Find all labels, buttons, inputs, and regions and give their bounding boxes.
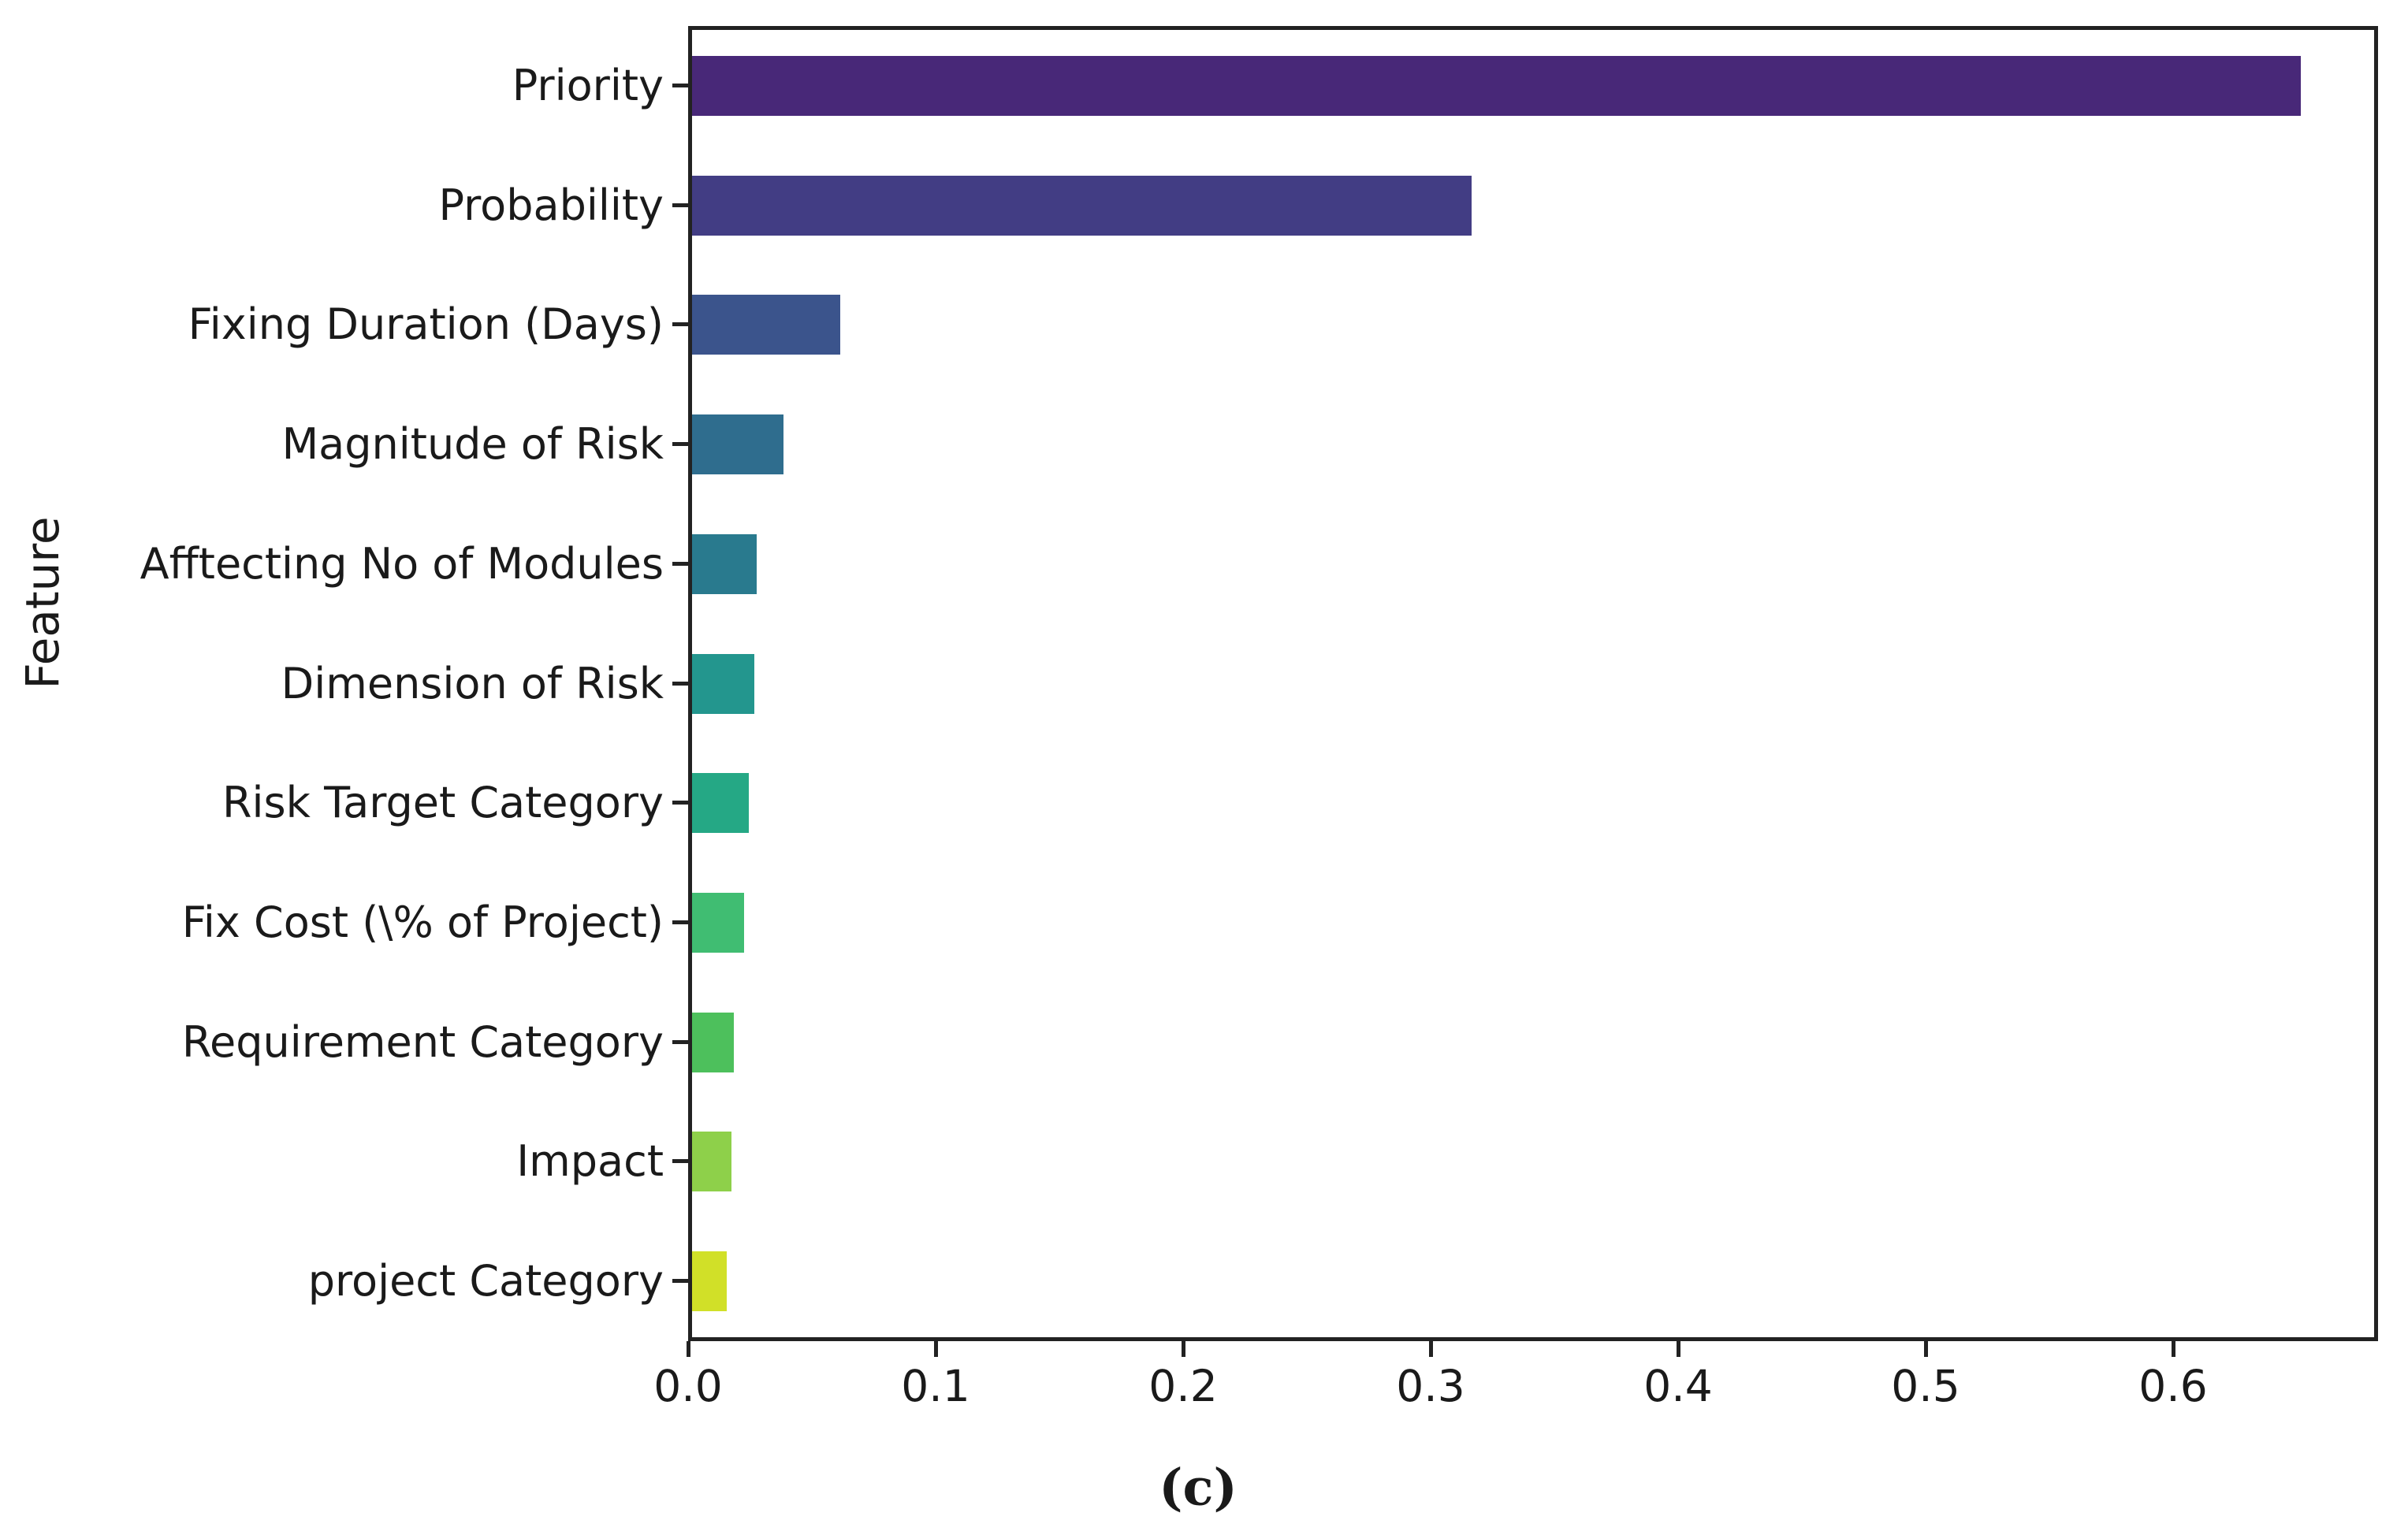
y-tick-mark: [672, 1159, 688, 1164]
y-tick-label: Probability: [438, 180, 664, 230]
bar: [692, 533, 757, 594]
x-tick-mark: [1181, 1341, 1185, 1357]
x-tick-mark: [1923, 1341, 1928, 1357]
y-tick-label: Dimension of Risk: [281, 658, 664, 708]
y-tick-mark: [672, 561, 688, 566]
y-tick-label: Risk Target Category: [222, 778, 664, 828]
bar: [692, 55, 2301, 116]
y-tick-label: Magnitude of Risk: [281, 419, 664, 470]
y-tick-label: Afftecting No of Modules: [140, 538, 664, 589]
x-tick-mark: [1428, 1341, 1433, 1357]
bar: [692, 175, 1472, 236]
y-tick-mark: [672, 920, 688, 924]
bar: [692, 892, 744, 953]
y-tick-label: Fix Cost (\% of Project): [181, 897, 664, 947]
y-tick-label: Requirement Category: [181, 1017, 664, 1067]
y-tick-mark: [672, 1279, 688, 1284]
y-tick-label: project Category: [307, 1256, 664, 1306]
x-tick-mark: [2171, 1341, 2175, 1357]
plot-area: [688, 26, 2378, 1341]
bar: [692, 414, 784, 475]
x-tick-label: 0.6: [2138, 1361, 2208, 1411]
bar: [692, 1251, 727, 1312]
x-tick-label: 0.3: [1396, 1361, 1465, 1411]
bar: [692, 295, 841, 355]
x-tick-label: 0.0: [653, 1361, 723, 1411]
x-tick-label: 0.2: [1148, 1361, 1218, 1411]
y-tick-mark: [672, 83, 688, 87]
y-tick-mark: [672, 322, 688, 327]
y-tick-mark: [672, 801, 688, 805]
y-tick-label: Fixing Duration (Days): [188, 299, 664, 350]
x-tick-mark: [933, 1341, 938, 1357]
bar: [692, 1012, 735, 1072]
bar: [692, 773, 750, 834]
y-tick-label: Priority: [512, 60, 664, 110]
y-tick-mark: [672, 203, 688, 207]
x-tick-label: 0.5: [1891, 1361, 1960, 1411]
y-tick-mark: [672, 681, 688, 686]
x-tick-mark: [686, 1341, 690, 1357]
y-tick-label: Impact: [516, 1136, 664, 1187]
y-tick-mark: [672, 442, 688, 447]
x-tick-label: 0.1: [901, 1361, 970, 1411]
figure-caption: (c): [1159, 1458, 1237, 1518]
bar: [692, 653, 754, 714]
x-tick-label: 0.4: [1643, 1361, 1713, 1411]
x-tick-mark: [1676, 1341, 1680, 1357]
y-tick-mark: [672, 1039, 688, 1044]
bar: [692, 1132, 732, 1192]
